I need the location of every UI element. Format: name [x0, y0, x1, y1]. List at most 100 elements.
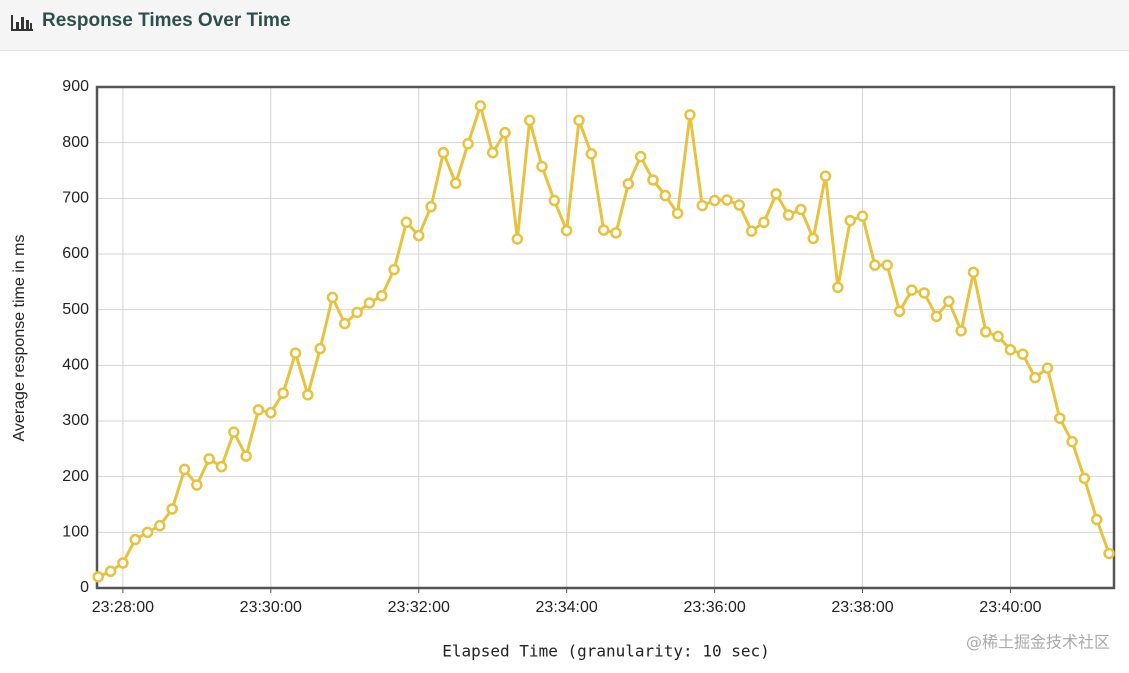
- data-point: [881, 259, 893, 271]
- data-point: [647, 174, 659, 186]
- data-point: [585, 148, 598, 160]
- data-point: [117, 557, 129, 569]
- x-axis-label: Elapsed Time (granularity: 10 sec): [442, 642, 770, 661]
- data-point: [856, 210, 869, 222]
- data-point: [499, 126, 511, 139]
- data-point: [795, 203, 807, 216]
- data-point: [462, 138, 474, 150]
- x-tick-label: 23:36:00: [683, 599, 745, 616]
- y-tick-label: 0: [80, 579, 89, 596]
- data-point: [930, 310, 943, 323]
- x-tick-label: 23:34:00: [536, 599, 598, 616]
- y-tick-label: 100: [62, 524, 89, 541]
- data-point: [1017, 348, 1029, 360]
- data-point: [634, 150, 647, 163]
- y-tick-label: 500: [62, 301, 89, 318]
- data-point: [486, 146, 499, 159]
- data-point: [228, 426, 240, 438]
- data-point: [437, 146, 450, 159]
- data-point: [351, 306, 363, 319]
- data-point: [943, 295, 955, 308]
- watermark: @稀土掘金技术社区: [966, 633, 1110, 652]
- y-tick-label: 300: [62, 412, 89, 429]
- data-point: [203, 453, 215, 465]
- data-point: [92, 571, 104, 583]
- series-line: [97, 104, 1111, 579]
- data-point: [141, 526, 154, 539]
- data-point: [671, 207, 684, 220]
- data-point: [511, 233, 524, 245]
- data-point: [696, 199, 709, 212]
- data-point: [758, 216, 770, 229]
- data-point: [610, 227, 622, 239]
- data-point: [536, 160, 548, 173]
- data-point: [178, 463, 191, 476]
- x-tick-label: 23:40:00: [979, 599, 1041, 616]
- data-point: [745, 225, 758, 237]
- data-point: [1041, 362, 1054, 374]
- data-point: [363, 297, 376, 309]
- data-point: [955, 325, 967, 337]
- data-point: [708, 194, 721, 207]
- data-point: [721, 194, 733, 206]
- data-point: [869, 259, 881, 271]
- data-point: [770, 188, 782, 200]
- data-point: [684, 109, 696, 121]
- data-point: [104, 565, 117, 578]
- data-point: [832, 281, 844, 294]
- x-tick-label: 23:28:00: [92, 599, 154, 616]
- panel-header: Response Times Over Time: [0, 0, 1129, 51]
- data-point: [376, 290, 388, 302]
- x-tick-label: 23:38:00: [831, 599, 893, 616]
- data-point: [1004, 343, 1017, 356]
- data-point: [240, 450, 252, 462]
- data-point: [980, 326, 992, 338]
- data-point: [807, 232, 819, 245]
- data-point: [412, 229, 425, 242]
- y-tick-label: 800: [62, 134, 89, 151]
- data-point: [844, 214, 856, 227]
- data-point: [573, 114, 585, 127]
- data-point: [1078, 472, 1091, 485]
- data-point: [893, 305, 906, 318]
- x-tick-label: 23:30:00: [240, 599, 302, 616]
- data-point: [339, 317, 351, 330]
- data-point: [1054, 412, 1066, 424]
- y-tick-label: 600: [62, 245, 89, 262]
- data-point: [1090, 513, 1103, 526]
- data-point: [191, 479, 203, 491]
- data-point: [733, 199, 746, 211]
- data-point: [252, 404, 265, 416]
- data-point: [1066, 435, 1078, 448]
- data-point: [449, 177, 462, 190]
- data-point: [154, 519, 166, 532]
- data-point: [289, 347, 302, 359]
- data-point: [918, 287, 930, 299]
- data-point: [560, 224, 573, 237]
- data-point: [314, 342, 326, 355]
- data-point: [215, 460, 228, 473]
- data-point: [597, 224, 610, 236]
- y-tick-label: 900: [62, 78, 89, 95]
- data-point: [326, 291, 339, 304]
- data-point: [967, 266, 980, 279]
- data-point: [166, 503, 178, 515]
- data-point: [622, 178, 635, 190]
- data-point: [819, 170, 832, 182]
- data-point: [277, 387, 289, 399]
- y-tick-label: 700: [62, 190, 89, 207]
- data-point: [782, 209, 795, 221]
- data-point: [523, 114, 536, 127]
- data-point: [400, 216, 413, 229]
- data-point: [659, 189, 672, 202]
- panel-title: Response Times Over Time: [42, 10, 291, 31]
- y-tick-label: 400: [62, 357, 89, 374]
- y-tick-label: 200: [62, 468, 89, 485]
- data-point: [992, 330, 1004, 343]
- data-point: [1103, 547, 1115, 560]
- data-point: [265, 406, 277, 419]
- data-point: [129, 533, 141, 546]
- plot-frame: [95, 85, 1116, 590]
